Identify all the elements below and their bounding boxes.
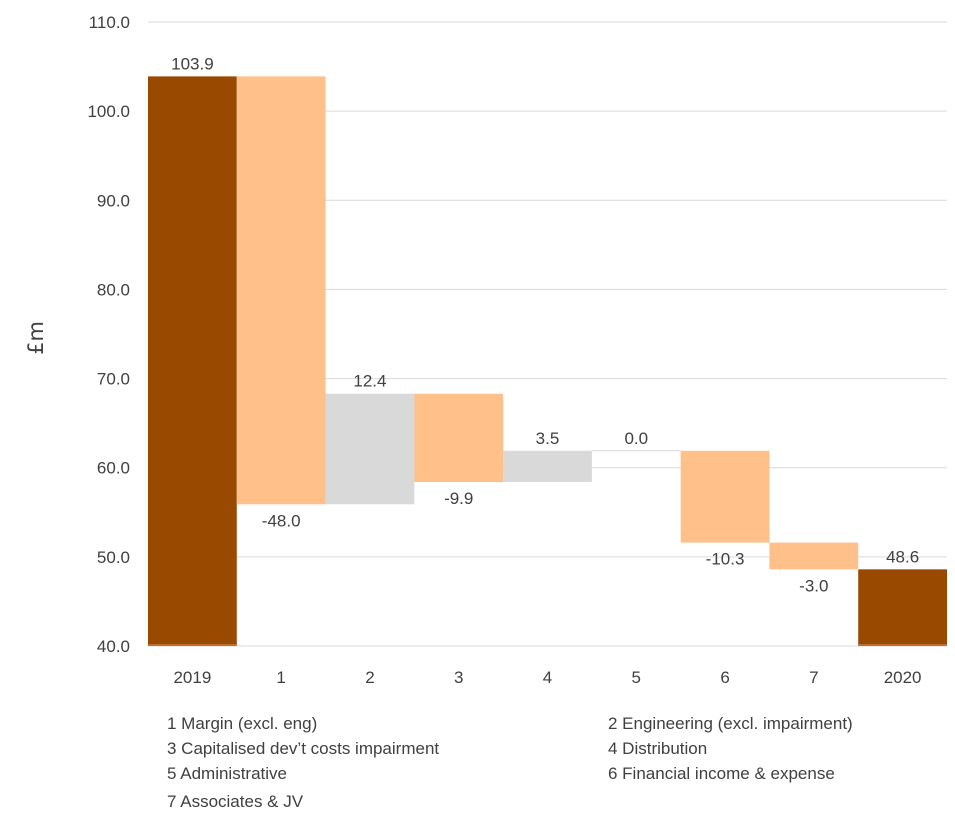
y-tick-label: 110.0 — [89, 13, 130, 32]
bars — [148, 76, 947, 647]
bar-2019 — [148, 76, 237, 647]
data-label-7: -3.0 — [799, 576, 828, 595]
x-tick-label: 6 — [720, 668, 729, 687]
data-label-3: -9.9 — [444, 489, 473, 508]
y-axis-label: £m — [24, 321, 48, 355]
x-tick-labels: 2019 1 2 3 4 5 6 7 2020 — [173, 668, 921, 687]
legend-item-3: 3 Capitalised dev’t costs impairment — [167, 739, 440, 758]
y-tick-label: 50.0 — [97, 548, 130, 567]
legend-item-4: 4 Distribution — [608, 739, 708, 758]
x-tick-label: 3 — [454, 668, 463, 687]
bar-2020 — [858, 569, 947, 646]
y-tick-labels: 40.0 50.0 60.0 70.0 80.0 90.0 100.0 110.0 — [87, 13, 130, 656]
bar-6 — [680, 450, 770, 543]
legend-item-7: 7 Associates & JV — [167, 792, 304, 811]
data-label-1: -48.0 — [262, 511, 301, 530]
bar-7 — [769, 542, 859, 570]
legend-item-2: 2 Engineering (excl. impairment) — [608, 714, 853, 733]
x-tick-label: 4 — [543, 668, 552, 687]
data-label-2020: 48.6 — [886, 547, 919, 566]
data-label-4: 3.5 — [536, 429, 560, 448]
bar-2 — [325, 393, 415, 505]
bar-1 — [236, 76, 326, 505]
data-label-6: -10.3 — [706, 550, 745, 569]
x-tick-label: 7 — [809, 668, 818, 687]
y-tick-label: 60.0 — [97, 459, 130, 478]
data-labels: 103.9 -48.0 12.4 -9.9 3.5 0.0 -10.3 -3.0 48.6 — [171, 54, 919, 595]
data-label-2: 12.4 — [353, 372, 386, 391]
legend-item-6: 6 Financial income & expense — [608, 764, 835, 783]
bar-3 — [414, 393, 504, 482]
y-tick-label: 90.0 — [97, 191, 130, 210]
x-tick-label: 2019 — [173, 668, 211, 687]
legend-item-5: 5 Administrative — [167, 764, 287, 783]
y-tick-label: 100.0 — [87, 102, 130, 121]
y-tick-label: 40.0 — [97, 637, 130, 656]
x-tick-label: 1 — [276, 668, 285, 687]
x-tick-label: 5 — [632, 668, 641, 687]
data-label-5: 0.0 — [624, 429, 648, 448]
legend-item-1: 1 Margin (excl. eng) — [167, 714, 318, 733]
data-label-2019: 103.9 — [171, 54, 214, 73]
x-tick-label: 2020 — [884, 668, 922, 687]
y-tick-label: 80.0 — [97, 280, 130, 299]
y-tick-label: 70.0 — [97, 370, 130, 389]
x-tick-label: 2 — [365, 668, 374, 687]
bar-4 — [503, 450, 592, 482]
